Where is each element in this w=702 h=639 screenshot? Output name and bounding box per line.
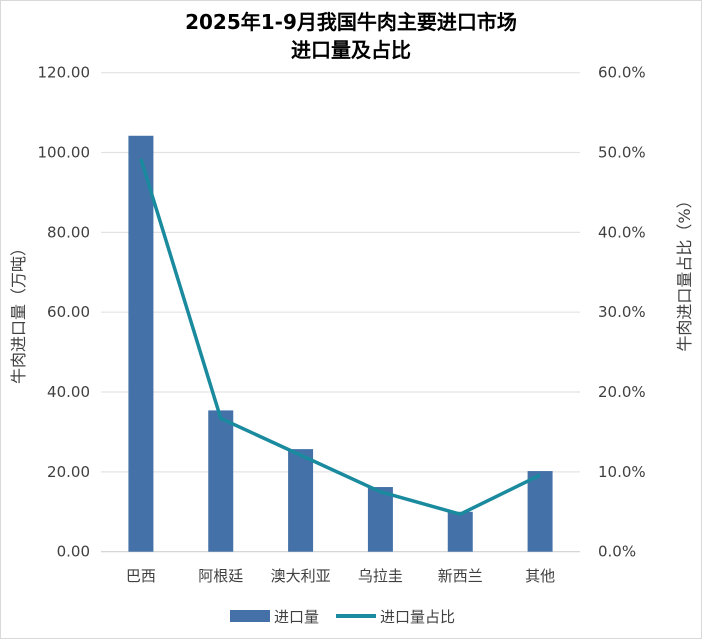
y-axis-left-title: 牛肉进口量（万吨） <box>9 240 28 384</box>
category-label: 新西兰 <box>438 567 483 585</box>
chart-title-line-2: 进口量及占比 <box>291 38 411 62</box>
y-right-tick-label: 10.0% <box>598 463 646 481</box>
y-left-tick-label: 100.00 <box>38 144 91 162</box>
category-label: 乌拉圭 <box>358 567 403 585</box>
y-right-tick-label: 20.0% <box>598 383 646 401</box>
y-left-tick-label: 120.00 <box>38 64 91 82</box>
y-left-tick-label: 20.00 <box>47 463 90 481</box>
category-label: 阿根廷 <box>198 567 243 585</box>
bar-5 <box>527 471 553 552</box>
category-label: 其他 <box>525 567 555 585</box>
y-left-tick-label: 40.00 <box>47 383 90 401</box>
share-line <box>139 158 541 516</box>
y-right-tick-label: 50.0% <box>598 144 646 162</box>
y-right-tick-label: 0.0% <box>598 543 636 561</box>
bar-3 <box>367 487 393 552</box>
legend-line-label: 进口量占比 <box>380 608 455 626</box>
y-left-tick-label: 0.00 <box>57 543 90 561</box>
legend-bar-label: 进口量 <box>274 608 319 626</box>
bar-0 <box>128 135 154 552</box>
category-label: 巴西 <box>126 567 156 585</box>
y-left-tick-label: 80.00 <box>47 223 90 241</box>
y-right-tick-label: 40.0% <box>598 223 646 241</box>
chart-title-line-1: 2025年1-9月我国牛肉主要进口市场 <box>185 10 517 34</box>
y-right-tick-label: 60.0% <box>598 64 646 82</box>
y-right-tick-label: 30.0% <box>598 303 646 321</box>
category-label: 澳大利亚 <box>271 567 331 585</box>
y-left-tick-label: 60.00 <box>47 303 90 321</box>
legend-bar-swatch <box>230 610 270 622</box>
bar-1 <box>208 410 234 552</box>
bar-2 <box>288 449 314 552</box>
y-axis-right-title: 牛肉进口量占比（%） <box>675 192 694 351</box>
bar-4 <box>447 511 473 552</box>
